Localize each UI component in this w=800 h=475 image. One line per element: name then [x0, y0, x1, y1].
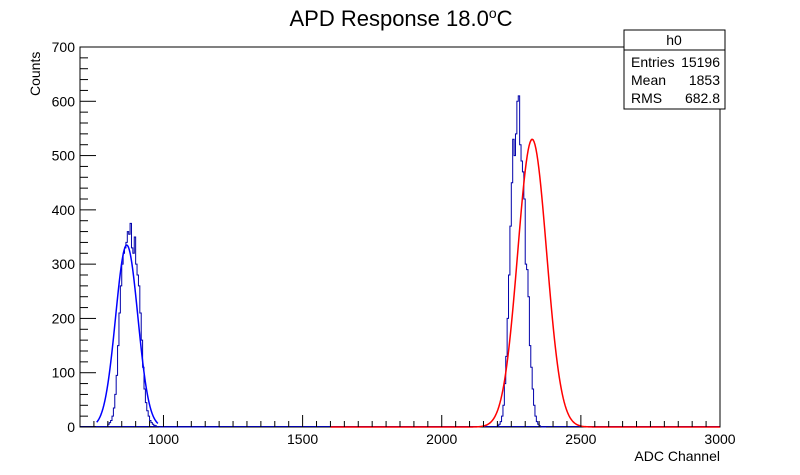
stats-box-frame — [623, 29, 726, 110]
x-tick-label: 3000 — [704, 431, 735, 447]
y-tick-label: 700 — [52, 39, 76, 55]
stats-mean-value: 1853 — [689, 72, 720, 88]
stats-entries-label: Entries — [631, 54, 675, 70]
fit-layer — [96, 138, 720, 428]
y-tick-label: 600 — [52, 93, 76, 109]
stats-box-name: h0 — [666, 32, 682, 48]
y-axis-label: Counts — [27, 52, 43, 96]
x-axis: 1000 1500 2000 2500 3000 — [79, 415, 736, 447]
stats-box: h0 Entries 15196 Mean 1853 RMS 682.8 — [623, 29, 726, 110]
stats-rms-label: RMS — [631, 90, 662, 106]
histogram-series — [496, 95, 547, 428]
histogram-series — [107, 222, 220, 428]
stats-mean-label: Mean — [631, 72, 666, 88]
histogram-layer — [80, 95, 720, 428]
y-tick-label: 300 — [52, 256, 76, 272]
gaussian-fit-curve — [330, 138, 720, 428]
stats-rms-value: 682.8 — [685, 90, 720, 106]
y-tick-label: 0 — [67, 419, 75, 435]
y-tick-label: 100 — [52, 365, 76, 381]
y-tick-label: 500 — [52, 148, 76, 164]
chart-title: APD Response 18.0oC — [289, 5, 512, 31]
x-axis-label: ADC Channel — [634, 448, 720, 464]
y-tick-label: 200 — [52, 310, 76, 326]
stats-entries-value: 15196 — [681, 54, 720, 70]
x-tick-label: 2500 — [565, 431, 596, 447]
gaussian-fit-curve — [96, 244, 159, 424]
x-tick-label: 1000 — [148, 431, 179, 447]
x-tick-label: 2000 — [426, 431, 457, 447]
y-tick-label: 400 — [52, 202, 76, 218]
y-axis: 0 100 200 300 400 500 600 700 — [52, 39, 96, 435]
x-tick-label: 1500 — [287, 431, 318, 447]
